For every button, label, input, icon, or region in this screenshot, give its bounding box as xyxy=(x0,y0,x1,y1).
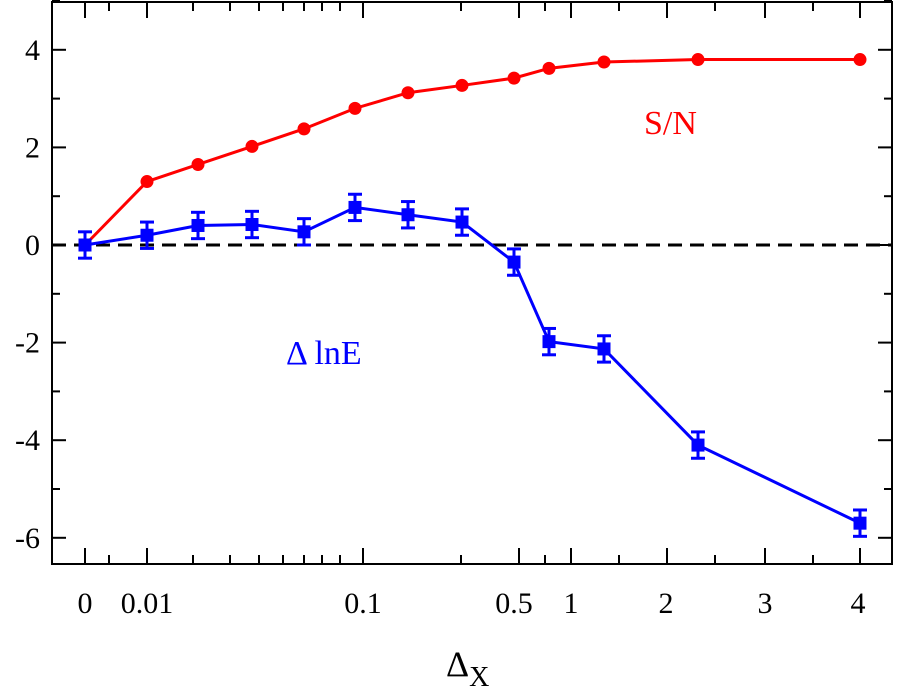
x-tick-label: 0 xyxy=(78,587,93,620)
x-axis-title-sub: X xyxy=(469,662,489,693)
data-point-square xyxy=(140,228,154,242)
data-point-circle xyxy=(191,157,205,171)
data-point-circle xyxy=(455,78,469,92)
data-point-square xyxy=(597,342,611,356)
data-point-square xyxy=(455,215,469,229)
plot-border xyxy=(51,1,893,565)
data-point-circle xyxy=(297,122,311,136)
data-point-square xyxy=(853,516,867,530)
data-point-square xyxy=(507,255,521,269)
y-tick-label: -4 xyxy=(15,424,40,457)
data-point-square xyxy=(348,200,362,214)
x-tick-label: 0.5 xyxy=(495,587,533,620)
y-tick-label: 2 xyxy=(25,131,40,164)
series-label-sn: S/N xyxy=(644,105,697,142)
data-point-circle xyxy=(542,61,556,75)
x-tick-label: 4 xyxy=(851,587,866,620)
data-point-circle xyxy=(691,53,705,67)
data-point-square xyxy=(542,335,556,349)
series-dlne xyxy=(78,192,867,538)
data-point-circle xyxy=(245,139,259,153)
x-tick-label: 2 xyxy=(659,587,674,620)
series-label-dlne: Δ lnE xyxy=(286,335,362,372)
x-tick-label: 0.01 xyxy=(121,587,174,620)
data-point-circle xyxy=(401,86,415,100)
data-point-circle xyxy=(348,101,362,115)
x-tick-label: 3 xyxy=(758,587,773,620)
data-point-square xyxy=(191,218,205,232)
x-ticks: 0 0.01 0.1 0.5 1 2 3 4 xyxy=(78,2,866,620)
data-point-circle xyxy=(853,53,867,67)
series-line xyxy=(83,58,860,247)
data-point-square xyxy=(401,208,415,222)
y-tick-label: 0 xyxy=(25,229,40,262)
y-ticks: 4 2 0 -2 -4 -6 xyxy=(15,0,892,555)
data-point-square xyxy=(245,218,259,232)
data-point-square xyxy=(691,438,705,452)
series-line xyxy=(84,205,861,525)
x-axis-title: ΔX xyxy=(446,644,489,693)
data-point-circle xyxy=(597,55,611,69)
y-tick-label: -6 xyxy=(15,522,40,555)
x-axis-title-main: Δ xyxy=(446,644,469,684)
data-point-square xyxy=(78,238,92,252)
data-point-square xyxy=(297,225,311,239)
x-tick-label: 0.1 xyxy=(344,587,382,620)
y-tick-label: -2 xyxy=(15,327,40,360)
plot-frame xyxy=(51,1,893,565)
y-tick-label: 4 xyxy=(25,34,40,67)
x-tick-label: 1 xyxy=(564,587,579,620)
data-point-circle xyxy=(140,175,154,189)
data-point-circle xyxy=(507,71,521,85)
